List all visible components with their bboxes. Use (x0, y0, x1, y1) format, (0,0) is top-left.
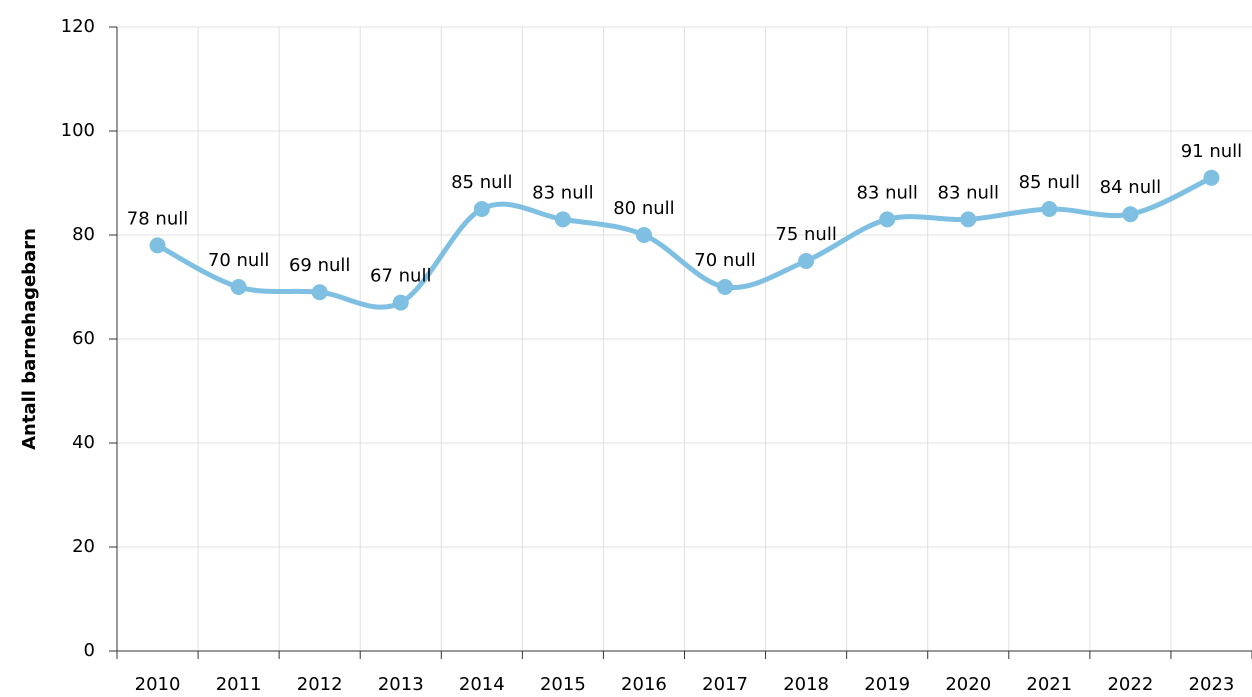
data-label: 67 null (370, 266, 431, 287)
y-tick-label: 60 (72, 328, 95, 349)
x-tick-label: 2013 (378, 674, 424, 695)
x-tick-label: 2022 (1107, 674, 1153, 695)
line (155, 175, 1214, 310)
x-tick-label: 2016 (621, 674, 667, 695)
data-label: 75 null (775, 224, 836, 245)
data-label: 91 null (1181, 141, 1242, 162)
x-tick-label: 2015 (540, 674, 586, 695)
data-label: 83 null (532, 182, 593, 203)
data-label: 85 null (451, 172, 512, 193)
data-label: 84 null (1100, 177, 1161, 198)
point (1041, 201, 1058, 217)
data-label: 83 null (938, 182, 999, 203)
point (879, 211, 896, 228)
x-tick-label: 2014 (459, 674, 505, 695)
x-tick-label: 2023 (1189, 674, 1235, 695)
data-label: 78 null (127, 208, 188, 229)
point (230, 279, 247, 295)
data-label: 70 null (694, 250, 755, 271)
x-tick-label: 2010 (135, 674, 181, 695)
y-tick-label: 100 (61, 120, 95, 141)
x-tick-label: 2012 (297, 674, 343, 695)
y-axis-title: Antall barnehagebarn (19, 228, 40, 450)
point (1122, 206, 1139, 223)
point (960, 211, 977, 228)
point (554, 211, 571, 228)
point (798, 253, 815, 269)
point (1203, 169, 1220, 186)
point (473, 201, 490, 217)
data-label: 69 null (289, 255, 350, 276)
y-tick-label: 0 (84, 640, 95, 661)
data-label: 70 null (208, 250, 269, 271)
data-label: 83 null (856, 182, 917, 203)
x-tick-label: 2018 (783, 674, 829, 695)
y-tick-label: 40 (72, 432, 95, 453)
point (717, 279, 734, 295)
x-tick-label: 2020 (945, 674, 991, 695)
x-tick-label: 2019 (864, 674, 910, 695)
data-label: 85 null (1019, 172, 1080, 193)
y-tick-label: 120 (61, 16, 95, 37)
point (635, 227, 652, 243)
y-tick-label: 20 (72, 536, 95, 557)
point (392, 294, 409, 311)
x-tick-label: 2011 (216, 674, 262, 695)
x-tick-label: 2021 (1026, 674, 1072, 695)
point (311, 284, 328, 301)
data-label: 80 null (613, 198, 674, 219)
point (149, 237, 166, 254)
y-tick-label: 80 (72, 224, 95, 245)
x-tick-label: 2017 (702, 674, 748, 695)
